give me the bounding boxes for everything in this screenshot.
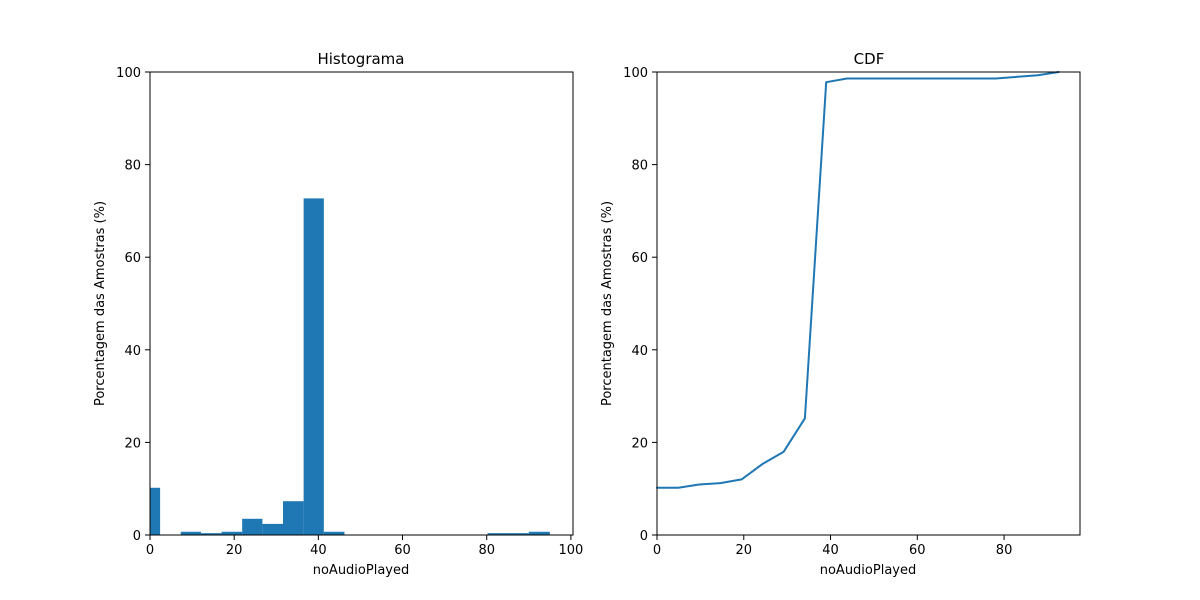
cdf-y-tick-label: 20 xyxy=(631,436,648,451)
histogram-x-ticks: 0 20 40 60 80 100 xyxy=(146,535,583,558)
cdf-x-tick-label: 20 xyxy=(735,543,752,558)
histogram-y-ticks: 0 20 40 60 80 100 xyxy=(116,66,150,544)
histogram-bar xyxy=(221,531,243,535)
cdf-series-line xyxy=(656,71,1060,489)
histogram-title: Histograma xyxy=(317,50,404,68)
cdf-y-tick-label: 60 xyxy=(631,251,648,266)
cdf-x-tick-label: 0 xyxy=(653,543,661,558)
cdf-x-tick-label: 60 xyxy=(909,543,926,558)
cdf-panel: CDF 0 20 40 60 80 0 20 40 60 80 100 noAudioPlayed… xyxy=(600,50,1081,578)
histogram-axes-frame xyxy=(149,71,574,536)
histogram-bar xyxy=(303,198,324,536)
cdf-title: CDF xyxy=(854,50,885,68)
histogram-bar xyxy=(200,533,222,535)
cdf-x-tick-label: 40 xyxy=(822,543,839,558)
cdf-y-ticks: 0 20 40 60 80 100 xyxy=(623,66,657,544)
histogram-x-tick-label: 20 xyxy=(226,543,243,558)
histogram-y-tick-label: 40 xyxy=(124,344,141,359)
histogram-bar xyxy=(528,531,550,535)
histogram-bar xyxy=(283,501,304,535)
histogram-bar xyxy=(150,487,161,535)
histogram-bar xyxy=(242,518,263,535)
cdf-x-axis-label: noAudioPlayed xyxy=(820,563,917,578)
histogram-y-tick-label: 20 xyxy=(124,436,141,451)
histogram-bar xyxy=(262,523,284,535)
histogram-x-tick-label: 80 xyxy=(478,543,495,558)
histogram-bars xyxy=(150,198,550,536)
cdf-x-ticks: 0 20 40 60 80 xyxy=(653,535,1012,558)
cdf-y-tick-label: 40 xyxy=(631,344,648,359)
histogram-y-tick-label: 80 xyxy=(124,159,141,174)
cdf-y-axis-label: Porcentagem das Amostras (%) xyxy=(600,201,615,406)
histogram-x-tick-label: 0 xyxy=(146,543,154,558)
histogram-x-tick-label: 60 xyxy=(394,543,411,558)
cdf-y-tick-label: 0 xyxy=(640,529,648,544)
histogram-y-axis-label: Porcentagem das Amostras (%) xyxy=(93,201,108,406)
cdf-y-tick-label: 80 xyxy=(631,159,648,174)
histogram-panel: Histograma 0 20 40 60 80 100 0 20 40 60 80 100 noA… xyxy=(93,50,583,578)
histogram-y-tick-label: 100 xyxy=(116,66,141,81)
histogram-x-axis-label: noAudioPlayed xyxy=(313,563,410,578)
histogram-bar xyxy=(487,533,529,535)
histogram-bar xyxy=(323,531,345,535)
histogram-x-tick-label: 40 xyxy=(310,543,327,558)
cdf-x-tick-label: 80 xyxy=(996,543,1013,558)
histogram-x-tick-label: 100 xyxy=(558,543,583,558)
cdf-y-tick-label: 100 xyxy=(623,66,648,81)
histogram-y-tick-label: 0 xyxy=(133,529,141,544)
cdf-axes-frame xyxy=(656,71,1081,536)
histogram-y-tick-label: 60 xyxy=(124,251,141,266)
histogram-bar xyxy=(180,531,201,535)
